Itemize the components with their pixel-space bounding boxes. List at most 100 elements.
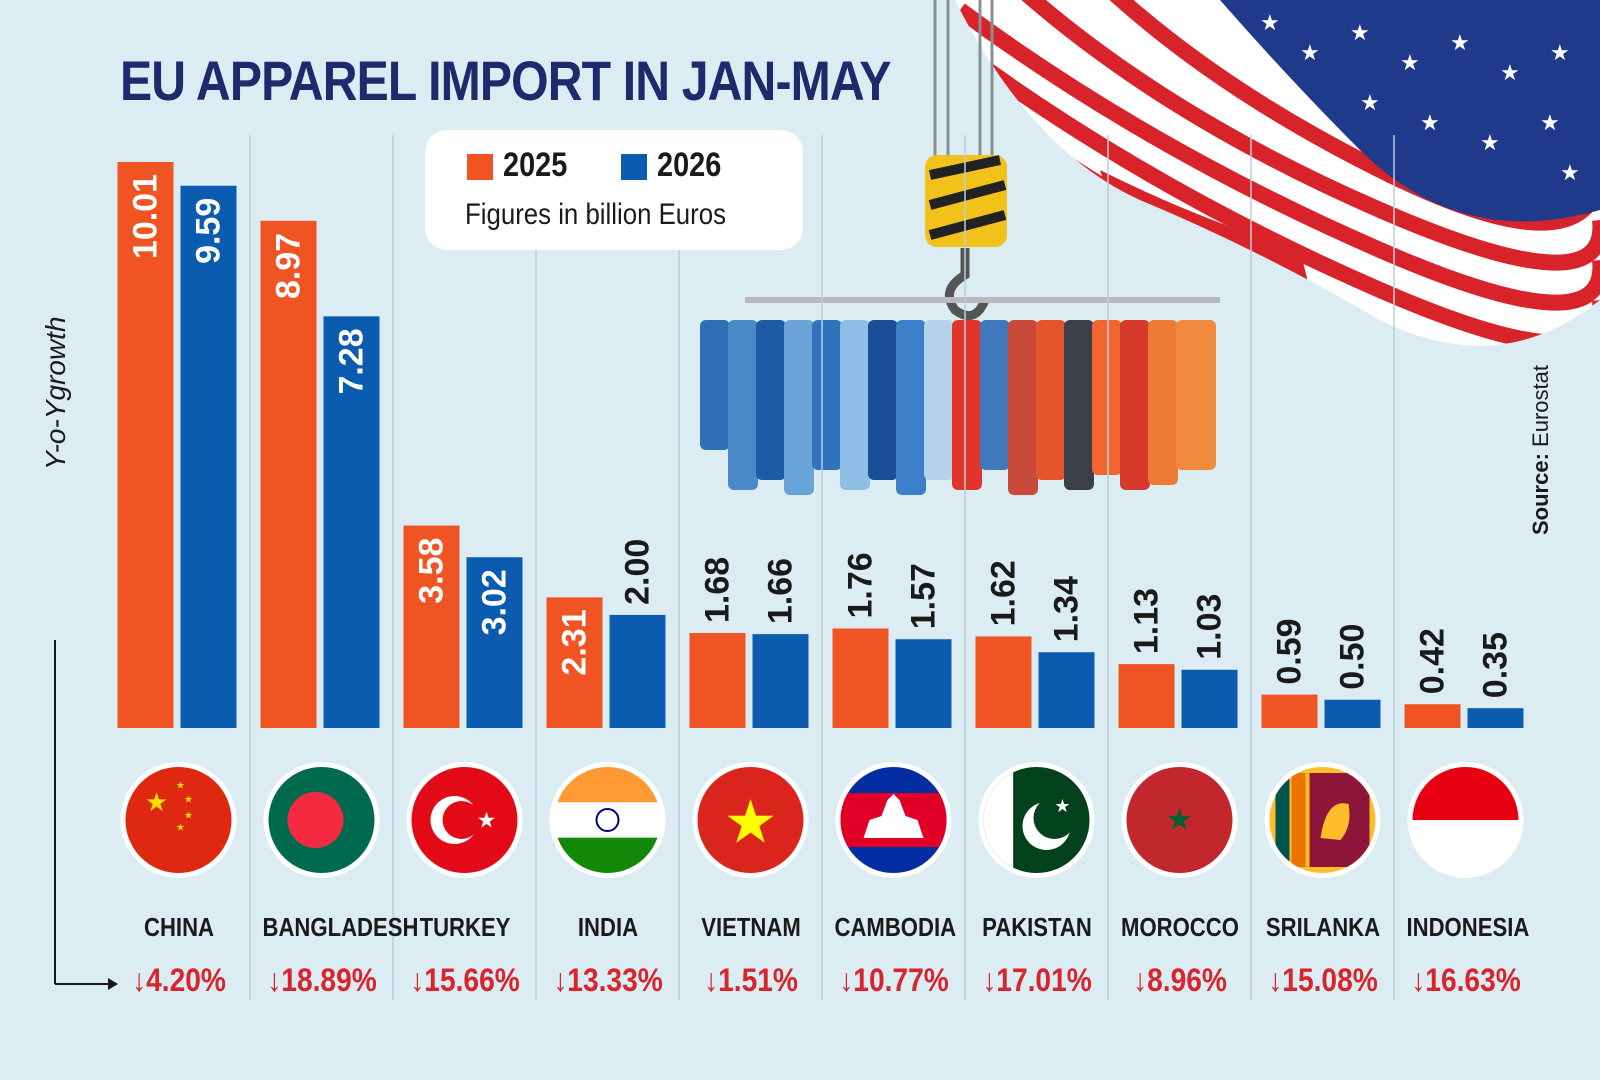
svg-text:★: ★ <box>1350 20 1370 45</box>
svg-text:★: ★ <box>1166 804 1193 837</box>
svg-text:★: ★ <box>1054 796 1070 816</box>
value-label-turkey-2025: 3.58 <box>413 538 451 604</box>
bar-china-2025 <box>117 162 174 728</box>
growth-label-vietnam: ↓1.51% <box>703 962 798 998</box>
bar-srilanka-2026 <box>1324 699 1381 728</box>
value-label-morocco-2025: 1.13 <box>1128 588 1166 654</box>
country-label-cambodia: CAMBODIA <box>834 912 956 942</box>
bar-bangladesh-2025 <box>260 220 317 729</box>
pakistan-flag-icon: ★ <box>978 762 1095 878</box>
value-label-bangladesh-2025: 8.97 <box>270 233 308 299</box>
value-label-cambodia-2025: 1.76 <box>842 552 880 618</box>
svg-text:★: ★ <box>184 795 193 806</box>
bar-morocco-2026 <box>1181 669 1238 728</box>
bar-indonesia-2026 <box>1467 708 1524 728</box>
legend-label-2025: 2025 <box>503 146 568 184</box>
value-label-bangladesh-2026: 7.28 <box>333 328 371 394</box>
legend: 2025 2026 Figures in billion Euros <box>425 130 803 250</box>
svg-text:★: ★ <box>1450 30 1470 55</box>
svg-text:★: ★ <box>1500 60 1520 85</box>
value-label-morocco-2026: 1.03 <box>1191 594 1229 660</box>
source-value: Eurostat <box>1528 365 1553 447</box>
value-label-indonesia-2025: 0.42 <box>1414 628 1452 694</box>
turkey-flag-icon: ★ <box>406 762 523 878</box>
clothes-rack-illustration <box>700 297 1220 495</box>
country-label-bangladesh: BANGLADESH <box>262 912 418 942</box>
y-axis-label: Y-o-Ygrowth <box>40 316 71 470</box>
country-label-morocco: MOROCCO <box>1120 912 1239 942</box>
growth-label-bangladesh: ↓18.89% <box>266 962 377 998</box>
legend-swatch-2026 <box>621 154 647 180</box>
growth-label-indonesia: ↓16.63% <box>1410 962 1521 998</box>
bar-pakistan-2025 <box>975 636 1032 728</box>
source-note: Source: Eurostat <box>1528 365 1554 535</box>
svg-text:★: ★ <box>1400 50 1420 75</box>
bar-pakistan-2026 <box>1038 652 1095 728</box>
bar-turkey-2025 <box>403 525 460 728</box>
svg-text:★: ★ <box>1480 130 1500 155</box>
svg-text:★: ★ <box>1540 110 1560 135</box>
srilanka-flag-icon <box>1264 762 1381 878</box>
chart-title: EU APPAREL IMPORT IN JAN-MAY <box>120 49 892 112</box>
india-flag-icon <box>549 762 666 878</box>
legend-label-2026: 2026 <box>657 146 722 184</box>
svg-text:★: ★ <box>145 787 168 817</box>
bars-layer: 10.01 9.59 8.97 7.28 3.58 3.02 2.31 2.00 1.68 1.6… <box>117 162 1524 729</box>
country-label-turkey: TURKEY <box>419 912 510 942</box>
svg-text:★: ★ <box>1550 40 1570 65</box>
crane-hook-illustration <box>925 0 1007 321</box>
svg-text:★: ★ <box>1560 160 1580 185</box>
value-label-vietnam-2025: 1.68 <box>699 557 737 623</box>
svg-text:★: ★ <box>1260 10 1280 35</box>
bar-turkey-2026 <box>466 557 523 728</box>
value-label-indonesia-2026: 0.35 <box>1477 632 1515 698</box>
column-separators <box>249 135 1395 1000</box>
svg-text:★: ★ <box>477 808 497 833</box>
value-label-srilanka-2026: 0.50 <box>1334 624 1372 690</box>
china-flag-icon: ★★★★★ <box>120 762 237 878</box>
value-label-india-2025: 2.31 <box>556 609 594 675</box>
bar-indonesia-2025 <box>1404 704 1461 728</box>
flags-layer: ★★★★★ ★ ★ ★ ★ <box>120 762 1524 878</box>
bar-india-2025 <box>546 597 603 728</box>
legend-units-note: Figures in billion Euros <box>465 198 726 231</box>
vietnam-flag-icon: ★ <box>692 762 809 878</box>
growth-label-turkey: ↓15.66% <box>409 962 520 998</box>
country-label-vietnam: VIETNAM <box>700 912 801 942</box>
svg-text:★: ★ <box>1360 90 1380 115</box>
svg-text:★: ★ <box>1420 110 1440 135</box>
svg-text:★: ★ <box>176 823 185 834</box>
value-label-turkey-2026: 3.02 <box>476 569 514 635</box>
cambodia-flag-icon <box>835 762 952 878</box>
value-label-cambodia-2026: 1.57 <box>905 563 943 629</box>
value-label-srilanka-2025: 0.59 <box>1271 618 1309 684</box>
growth-label-morocco: ↓8.96% <box>1132 962 1227 998</box>
country-label-china: CHINA <box>143 912 214 942</box>
value-label-china-2026: 9.59 <box>190 198 228 264</box>
value-label-vietnam-2026: 1.66 <box>762 558 800 624</box>
bar-morocco-2025 <box>1118 664 1175 728</box>
country-label-pakistan: PAKISTAN <box>981 912 1092 942</box>
value-label-china-2025: 10.01 <box>127 174 165 259</box>
svg-text:★: ★ <box>184 811 193 822</box>
bar-vietnam-2026 <box>752 634 809 728</box>
source-label: Source: <box>1528 453 1553 535</box>
country-label-indonesia: INDONESIA <box>1406 912 1529 942</box>
bar-vietnam-2025 <box>689 633 746 728</box>
bar-china-2026 <box>180 185 237 729</box>
legend-swatch-2025 <box>467 154 493 180</box>
growth-label-srilanka: ↓15.08% <box>1267 962 1378 998</box>
growth-label-india: ↓13.33% <box>552 962 663 998</box>
value-label-pakistan-2025: 1.62 <box>985 560 1023 626</box>
bar-srilanka-2025 <box>1261 694 1318 728</box>
country-label-india: INDIA <box>577 912 638 942</box>
value-label-india-2026: 2.00 <box>619 539 657 605</box>
growth-label-cambodia: ↓10.77% <box>838 962 949 998</box>
bangladesh-flag-icon <box>263 762 380 878</box>
country-label-srilanka: SRILANKA <box>1265 912 1380 942</box>
bar-cambodia-2026 <box>895 639 952 728</box>
svg-text:★: ★ <box>1300 40 1320 65</box>
growth-label-pakistan: ↓17.01% <box>981 962 1092 998</box>
